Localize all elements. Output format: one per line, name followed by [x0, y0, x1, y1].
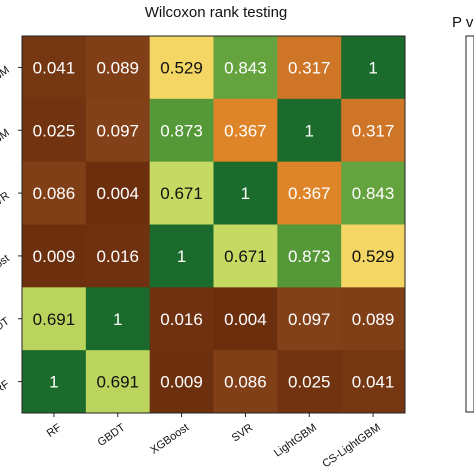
- cell-value-label: 0.016: [160, 310, 203, 329]
- cell-value-label: 0.009: [33, 247, 76, 266]
- cell-value-label: 0.041: [33, 58, 76, 77]
- heatmap-cell: [277, 161, 342, 225]
- heatmap-cell: [22, 350, 87, 414]
- x-tick-label: LightGBM: [272, 422, 319, 460]
- x-tick-label: RF: [45, 421, 64, 439]
- cell-value-label: 0.086: [33, 184, 76, 203]
- cell-value-label: 0.041: [352, 373, 395, 392]
- heatmap-cell: [85, 224, 151, 288]
- heatmap-cell: [341, 98, 406, 163]
- y-tick-label: RF: [0, 378, 12, 396]
- heatmap-cell: [85, 36, 151, 100]
- y-tick-label: CS-LightGBM: [0, 64, 12, 113]
- heatmap-cell: [277, 98, 342, 163]
- cell-value-label: 0.529: [160, 58, 203, 77]
- cell-value-label: 0.089: [96, 58, 139, 77]
- cell-value-label: 0.317: [288, 58, 331, 77]
- heatmap-cell: [149, 98, 214, 163]
- heatmap-cell: [85, 287, 151, 351]
- heatmap-cell: [213, 350, 278, 414]
- y-tick-label: LightGBM: [0, 127, 12, 165]
- heatmap-cell: [149, 350, 214, 414]
- cell-value-label: 0.016: [96, 247, 139, 266]
- x-tick-label: GBDT: [96, 421, 128, 449]
- cell-value-label: 0.671: [224, 247, 267, 266]
- x-tick-label: CS-LightGBM: [320, 422, 382, 471]
- cell-value-label: 0.004: [96, 184, 139, 203]
- cell-value-label: 0.097: [288, 310, 331, 329]
- cell-value-label: 0.086: [224, 373, 267, 392]
- y-tick-label: XGBoost: [0, 253, 12, 288]
- cell-value-label: 0.367: [224, 121, 267, 140]
- x-axis-ticks: RF GBDT XGBoost SVR LightGBM CS-LightGBM: [45, 413, 383, 470]
- cell-value-label: 0.009: [160, 373, 203, 392]
- heatmap-cell: [22, 224, 87, 288]
- heatmap-cell: [85, 98, 151, 163]
- cell-value-label: 0.691: [96, 373, 139, 392]
- heatmap-cell: [149, 36, 214, 100]
- cell-value-label: 1: [368, 58, 377, 77]
- heatmap-cell: [85, 350, 151, 414]
- colorbar-frame: [465, 35, 474, 413]
- heatmap-cell: [213, 98, 278, 163]
- heatmap-cell: [22, 36, 87, 100]
- heatmap-cell: [149, 224, 214, 288]
- heatmap-cell: [213, 36, 278, 100]
- heatmap-cell: [341, 350, 406, 414]
- cell-value-label: 1: [305, 121, 314, 140]
- heatmap-cell: [277, 36, 342, 100]
- heatmap-cell: [22, 98, 87, 163]
- heatmap-cell: [341, 287, 406, 351]
- y-tick-label: SVR: [0, 190, 12, 213]
- cell-value-label: 0.671: [160, 184, 203, 203]
- heatmap-cell: [149, 287, 214, 351]
- cell-value-label: 0.873: [288, 247, 331, 266]
- cell-value-label: 1: [177, 247, 186, 266]
- cell-value-label: 0.691: [33, 310, 76, 329]
- heatmap-cell: [149, 161, 214, 225]
- cell-value-label: 1: [49, 373, 58, 392]
- cell-value-label: 0.843: [224, 58, 267, 77]
- heatmap-cell: [277, 224, 342, 288]
- cell-value-label: 1: [113, 310, 122, 329]
- cell-value-label: 0.317: [352, 121, 395, 140]
- heatmap-cell: [341, 224, 406, 288]
- cell-value-label: 0.089: [352, 310, 395, 329]
- cell-value-label: 0.367: [288, 184, 331, 203]
- heatmap-cell: [22, 161, 87, 225]
- heatmap-cell: [213, 161, 278, 225]
- cell-value-label: 0.529: [352, 247, 395, 266]
- cell-value-label: 0.004: [224, 310, 267, 329]
- heatmap-cell: [341, 161, 406, 225]
- heatmap-cell: [213, 224, 278, 288]
- heatmap-cell: [277, 350, 342, 414]
- heatmap-cell: [22, 287, 87, 351]
- heatmap-cell: [277, 287, 342, 351]
- colorbar-label: P v: [452, 14, 474, 31]
- cell-value-label: 0.843: [352, 184, 395, 203]
- cell-value-label: 0.025: [33, 121, 76, 140]
- cell-value-label: 0.025: [288, 373, 331, 392]
- heatmap-cells: 0.041 0.089 0.529 0.843 0.317 1 0.025 0.097 0.87…: [21, 35, 406, 414]
- y-axis-ticks: CS-LightGBM LightGBM SVR XGBoost GBDT RF: [0, 64, 22, 396]
- cell-value-label: 1: [241, 184, 250, 203]
- heatmap-cell: [341, 36, 406, 100]
- y-tick-label: GBDT: [0, 315, 12, 343]
- plot-frame: [21, 35, 406, 414]
- heatmap-cell: [213, 287, 278, 351]
- chart-title: Wilcoxon rank testing: [145, 4, 288, 21]
- heatmap-cell: [85, 161, 151, 225]
- x-tick-label: XGBoost: [148, 422, 191, 457]
- cell-value-label: 0.873: [160, 121, 203, 140]
- x-tick-label: SVR: [230, 422, 255, 445]
- cell-value-label: 0.097: [96, 121, 139, 140]
